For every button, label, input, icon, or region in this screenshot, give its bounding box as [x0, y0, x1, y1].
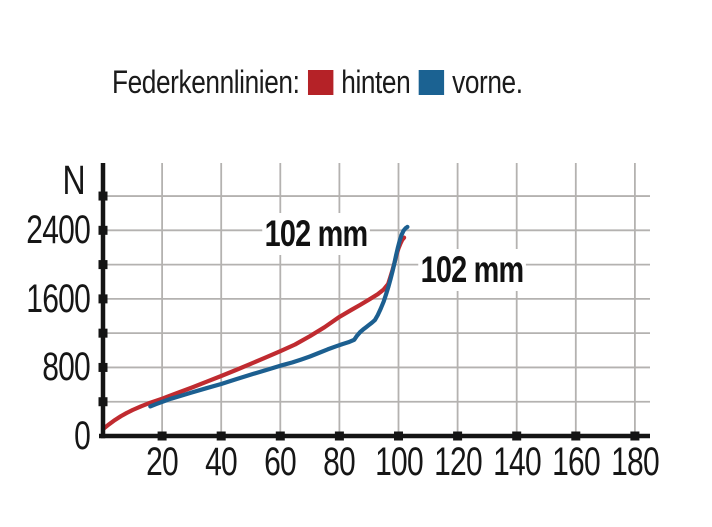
annotation-vorne-102mm: 102 mm — [418, 248, 527, 291]
legend-label-vorne: vorne. — [452, 63, 523, 100]
y-axis-unit-label: N — [62, 157, 86, 203]
y-tick — [98, 397, 108, 407]
y-tick — [98, 328, 108, 338]
x-tick-label: 80 — [323, 440, 356, 484]
legend-item-vorne: vorne. — [418, 63, 523, 101]
y-tick — [98, 225, 108, 235]
x-tick-label: 20 — [146, 440, 179, 484]
chart-legend: Federkennlinien: hinten vorne. — [112, 63, 523, 101]
y-tick — [98, 191, 108, 201]
legend-title: Federkennlinien: — [112, 63, 300, 100]
x-tick — [571, 431, 581, 441]
x-tick-label: 180 — [610, 440, 660, 484]
y-tick-label: 2400 — [26, 208, 90, 253]
x-tick — [630, 431, 640, 441]
x-tick — [216, 431, 226, 441]
y-tick — [98, 260, 108, 270]
y-tick — [98, 362, 108, 372]
y-tick-label: 0 — [74, 414, 91, 458]
x-tick — [453, 431, 463, 441]
x-tick-label: 160 — [551, 440, 601, 484]
legend-swatch-vorne-icon — [418, 69, 444, 95]
x-tick — [157, 431, 167, 441]
y-tick-label: 800 — [42, 345, 91, 390]
legend-swatch-hinten-icon — [307, 69, 334, 95]
y-tick-label: 1600 — [26, 276, 90, 321]
x-tick-label: 60 — [264, 440, 297, 484]
x-tick — [334, 431, 344, 441]
x-tick-label: 40 — [205, 440, 238, 484]
x-tick-label: 120 — [433, 440, 483, 484]
x-tick — [512, 431, 522, 441]
annotation-hinten-102mm: 102 mm — [262, 212, 370, 255]
x-tick — [275, 431, 285, 441]
x-tick — [394, 431, 403, 441]
legend-item-hinten: hinten — [307, 63, 411, 101]
y-tick — [98, 294, 108, 304]
legend-label-hinten: hinten — [341, 63, 411, 100]
series-line-vorne — [148, 224, 410, 409]
x-tick-label: 140 — [492, 440, 542, 484]
x-tick-label: 100 — [374, 440, 424, 484]
